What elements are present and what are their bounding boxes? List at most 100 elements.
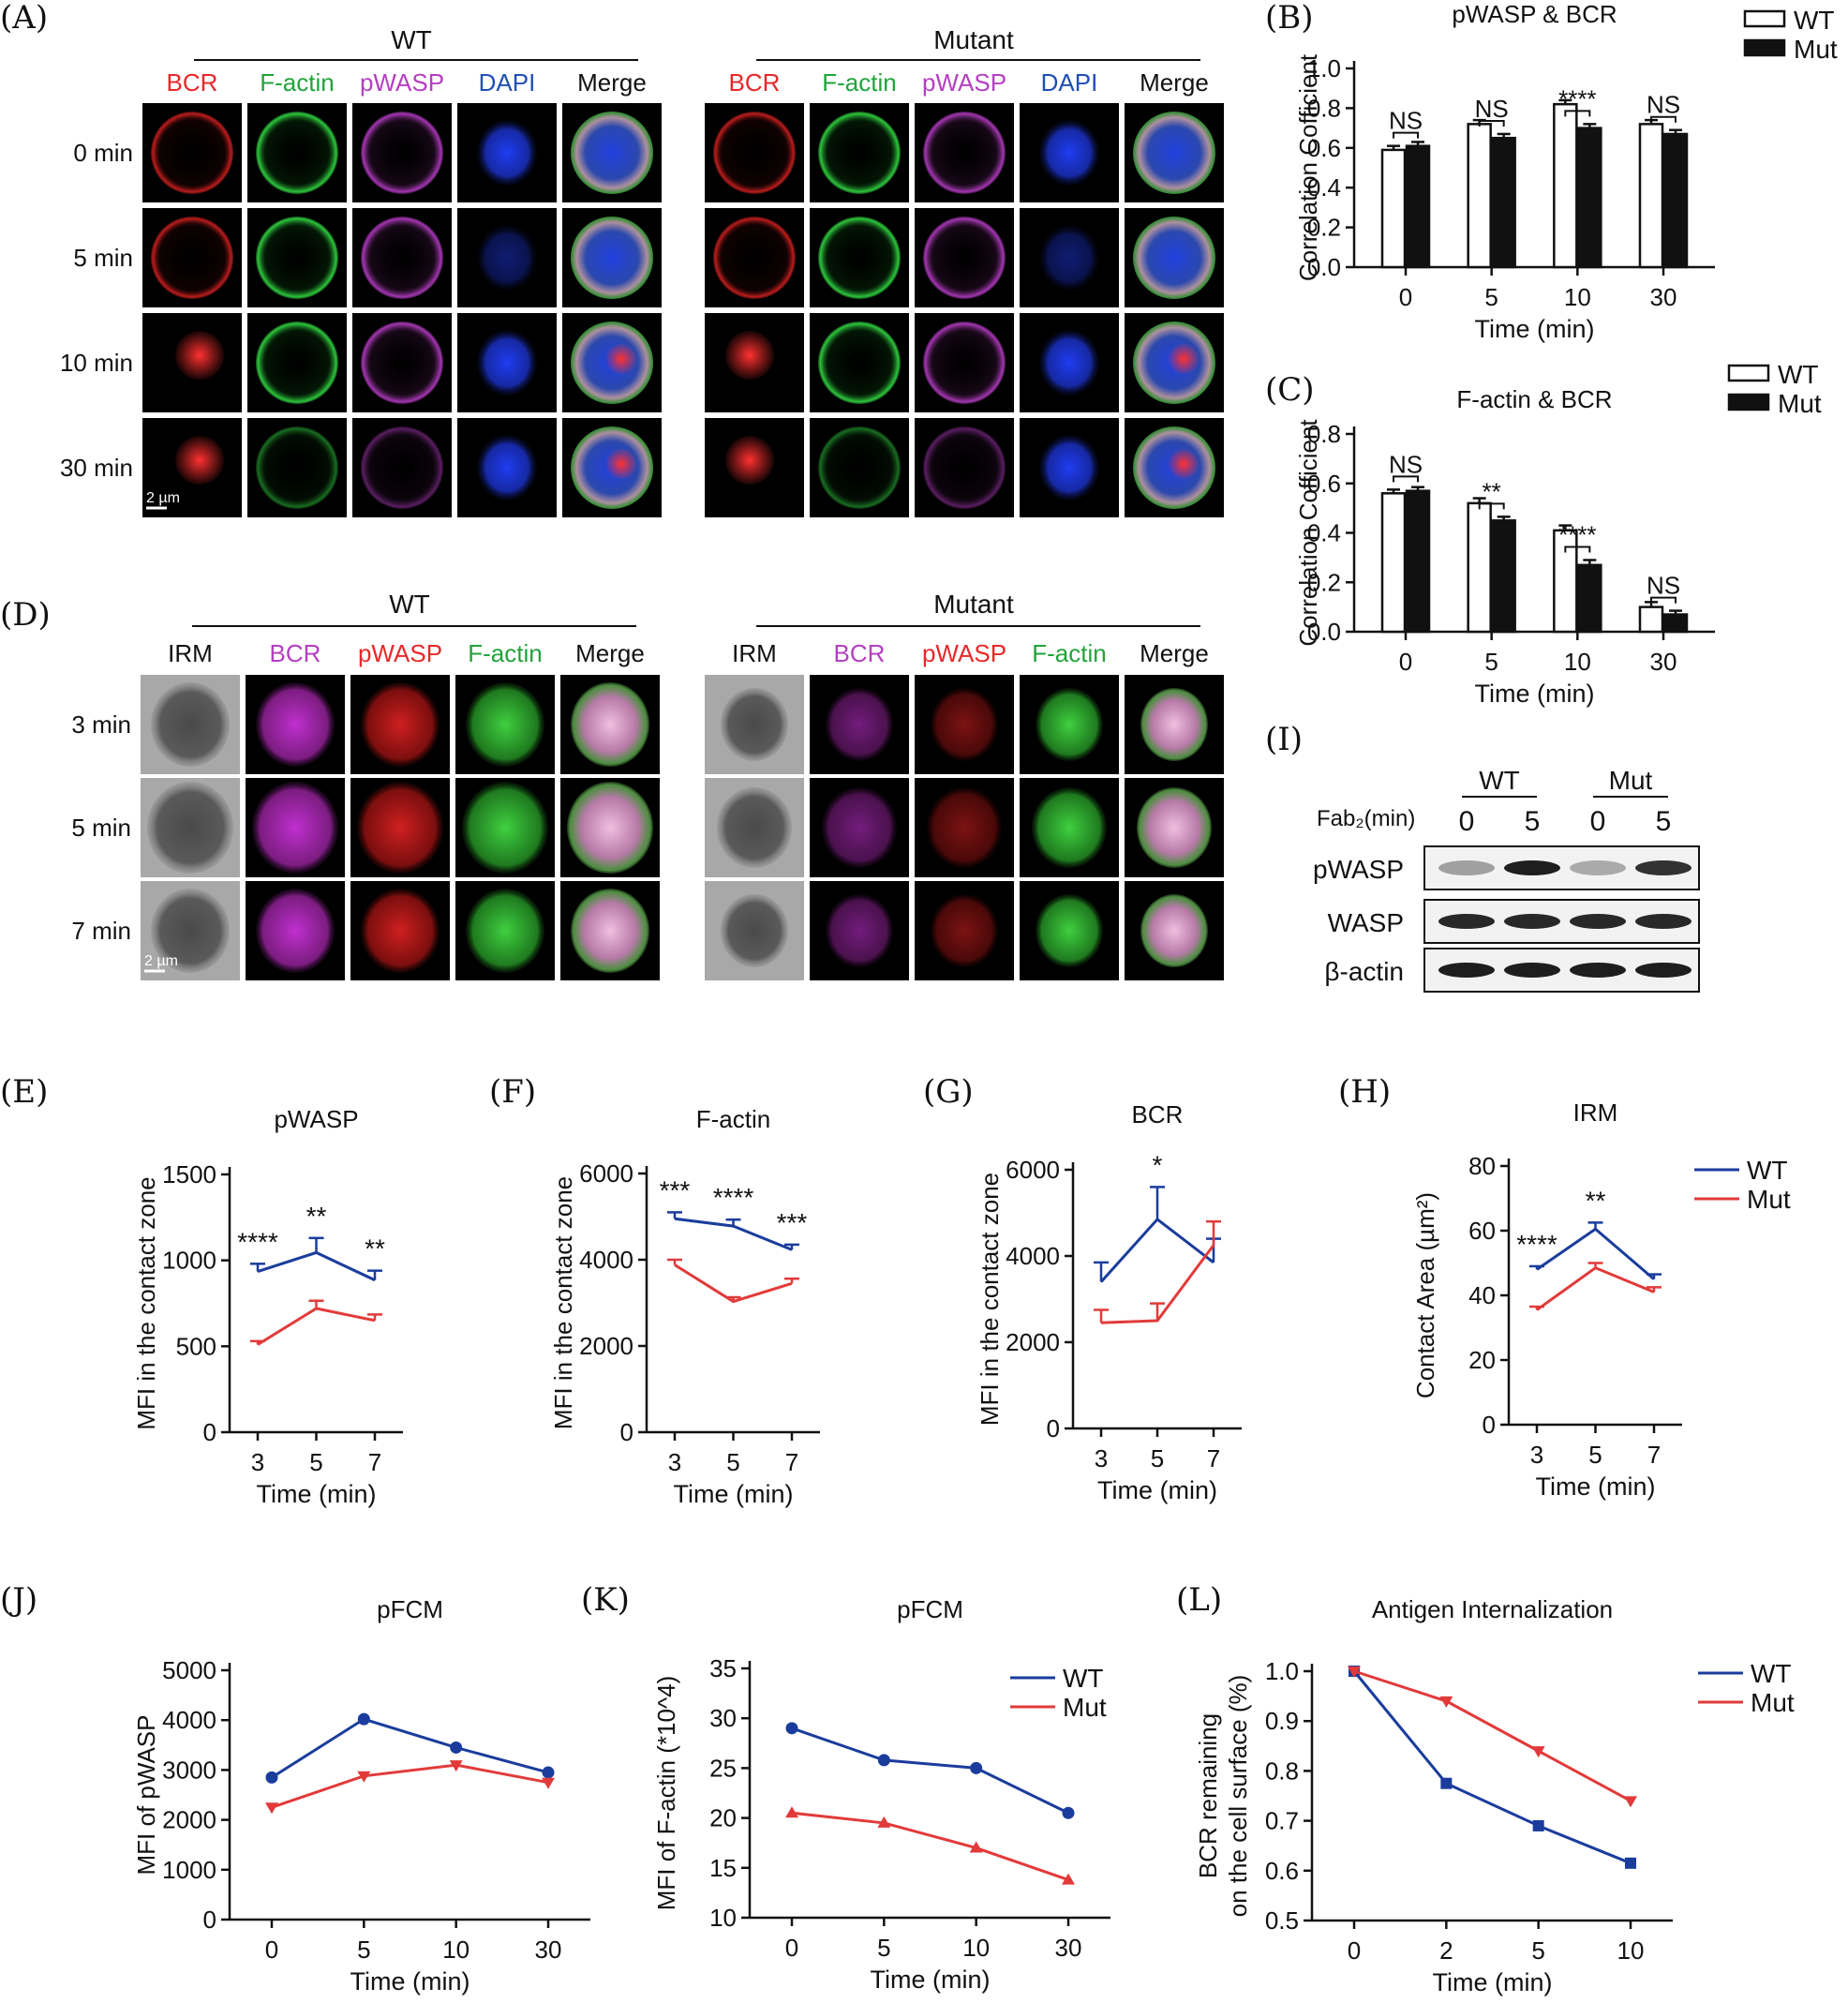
significance-label: **** — [713, 1183, 754, 1212]
micrograph-tile — [915, 313, 1014, 412]
data-point-wt — [785, 1722, 798, 1735]
channel-label: pWASP — [360, 68, 444, 97]
chart-c: (C) F-actin & BCR 0.0 0.2 0.4 0.6 0.8 0 5 10 30 Tim… — [1265, 360, 1822, 708]
x-tick-label: 30 — [1055, 1934, 1082, 1962]
y-tick-label: 0.0 — [1307, 618, 1341, 646]
cell-signal — [818, 426, 901, 509]
channel-label: IRM — [168, 639, 213, 667]
row-label: 0 min — [73, 139, 133, 167]
channel-label: F-actin — [1032, 639, 1106, 667]
data-point-wt — [1062, 1806, 1075, 1819]
cell-signal — [571, 889, 649, 973]
series-line-mut — [1536, 1265, 1655, 1311]
x-axis-label: Time (min) — [257, 1480, 377, 1508]
y-axis-label: MFI in the contact zone — [549, 1176, 577, 1429]
band-label: pWASP — [1313, 855, 1404, 884]
blot-band — [1504, 860, 1560, 875]
micrograph-tile — [1125, 313, 1224, 412]
sig-bracket — [1564, 546, 1591, 553]
y-tick-label: 0 — [1047, 1414, 1060, 1442]
y-tick-label: 0.8 — [1307, 94, 1341, 122]
significance-label: NS — [1389, 450, 1423, 478]
chart-title: F-actin & BCR — [1456, 385, 1612, 413]
data-point-wt — [450, 1741, 463, 1754]
micrograph-tile — [810, 103, 909, 202]
micrograph-tile — [455, 778, 555, 877]
y-axis-label: MFI in the contact zone — [132, 1176, 160, 1429]
lane-label: 5 — [1656, 806, 1672, 837]
legend-swatch-mut — [1743, 38, 1786, 57]
cell-signal — [466, 682, 544, 767]
x-tick-label: 2 — [1439, 1936, 1453, 1965]
x-axis-label: Time (min) — [1433, 1968, 1553, 1996]
blot-band — [1570, 860, 1626, 875]
x-tick-label: 5 — [1588, 1441, 1602, 1469]
micrograph-tile — [142, 313, 242, 412]
x-axis-label: Time (min) — [1475, 680, 1595, 708]
panel-label-i: (I) — [1265, 721, 1303, 758]
group-title: Mutant — [933, 25, 1014, 54]
legend-label: Mut — [1063, 1693, 1107, 1722]
y-tick-label: 2000 — [1006, 1328, 1060, 1356]
x-tick-label: 10 — [442, 1936, 469, 1964]
channel-label: Merge — [575, 639, 645, 667]
chart-title: IRM — [1573, 1099, 1618, 1127]
row-label: 5 min — [71, 814, 131, 842]
micrograph-tile — [915, 675, 1014, 774]
merge-cap — [606, 344, 636, 374]
micrograph-tile — [1125, 675, 1224, 774]
x-tick-label: 3 — [1530, 1441, 1543, 1469]
significance-label: ** — [365, 1234, 385, 1263]
chart-title: F-actin — [696, 1105, 770, 1133]
y-tick-label: 10 — [709, 1904, 737, 1932]
cell-signal — [1036, 688, 1103, 761]
x-tick-label: 0 — [1399, 283, 1412, 311]
y-tick-label: 80 — [1468, 1152, 1496, 1180]
channel-label: BCR — [167, 68, 218, 97]
blot-band — [1438, 963, 1495, 978]
legend-label: WT — [1747, 1156, 1788, 1185]
y-tick-label: 0.2 — [1307, 214, 1341, 242]
micrograph-tile — [1020, 881, 1119, 980]
x-tick-label: 10 — [1564, 283, 1591, 311]
y-tick-label: 20 — [1468, 1346, 1496, 1374]
y-axis-label: Correlation Cofficient — [1294, 419, 1322, 647]
cell-signal — [256, 321, 338, 404]
chart-title: pWASP — [274, 1105, 358, 1133]
nucleus — [1039, 120, 1099, 186]
y-tick-label: 0.5 — [1265, 1906, 1299, 1935]
x-tick-label: 5 — [1484, 648, 1498, 676]
y-tick-label: 3000 — [162, 1756, 216, 1784]
significance-label: **** — [237, 1227, 278, 1256]
x-tick-label: 0 — [785, 1934, 798, 1962]
channel-label: pWASP — [922, 639, 1006, 667]
blot-band — [1635, 963, 1692, 978]
data-point-wt — [1440, 1777, 1453, 1789]
bcr-cap — [725, 331, 774, 380]
y-tick-label: 5000 — [162, 1656, 216, 1684]
micrograph-tile — [1020, 313, 1119, 412]
micrograph-tile — [457, 208, 557, 307]
sig-bracket — [1393, 131, 1419, 139]
y-tick-label: 500 — [176, 1332, 216, 1360]
y-tick-label: 4000 — [162, 1706, 216, 1734]
blot-band — [1635, 860, 1692, 875]
bar-mut — [1491, 519, 1516, 634]
micrograph-tile — [1125, 103, 1224, 202]
data-point-mut — [1348, 1667, 1361, 1678]
data-point-wt — [970, 1761, 983, 1774]
cell-signal — [571, 682, 649, 767]
significance-label: NS — [1647, 572, 1680, 600]
channel-label: F-actin — [468, 639, 542, 667]
chart-k: (K) pFCM 10 15 20 25 30 35 0 5 10 30 Time (min) MFI o… — [581, 1581, 1110, 1994]
micrograph-tile — [810, 778, 909, 877]
y-tick-label: 1000 — [162, 1856, 216, 1884]
bar-mut — [1577, 127, 1602, 269]
y-tick-label: 6000 — [1006, 1156, 1060, 1184]
y-tick-label: 1.0 — [1265, 1657, 1299, 1685]
sig-bracket — [1478, 502, 1505, 510]
x-axis-label: Time (min) — [350, 1967, 470, 1996]
y-axis-label: MFI of pWASP — [132, 1715, 160, 1876]
y-tick-label: 0.6 — [1265, 1857, 1299, 1885]
cell-signal — [256, 426, 338, 509]
